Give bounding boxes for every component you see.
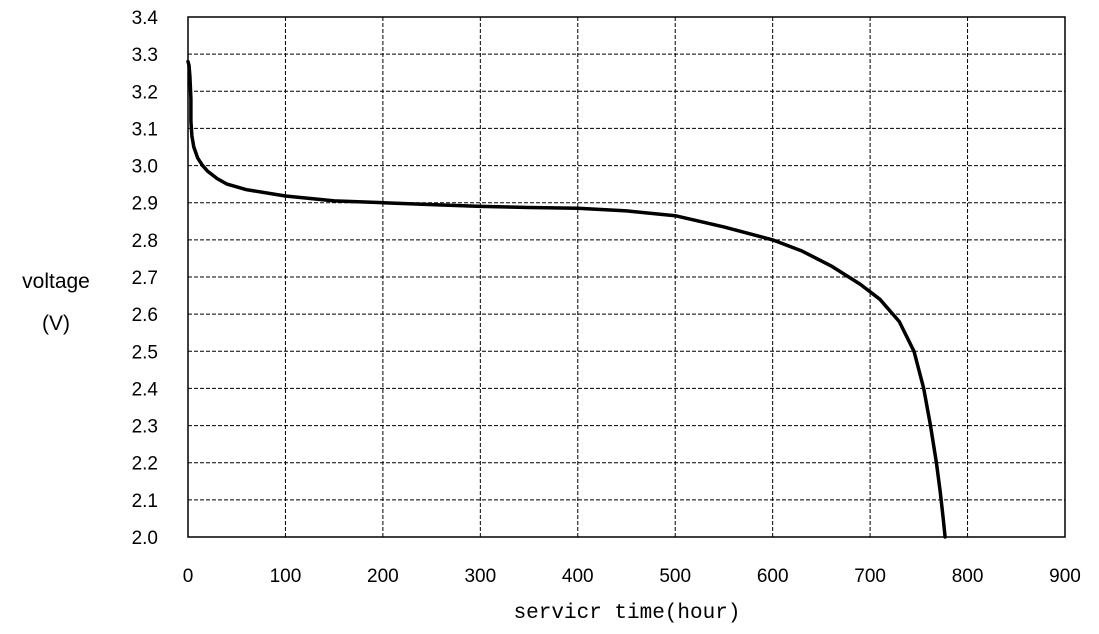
- y-tick-label: 2.5: [132, 342, 158, 363]
- x-tick-label: 800: [952, 566, 984, 587]
- y-tick-label: 3.1: [132, 119, 158, 140]
- y-tick-label: 2.9: [132, 194, 158, 215]
- x-tick-label: 200: [367, 566, 399, 587]
- x-tick-label: 900: [1049, 566, 1081, 587]
- y-tick-label: 2.4: [132, 379, 159, 400]
- grid-lines: [188, 17, 1065, 537]
- x-tick-labels: 0 100 200 300 400 500 600 700 800 900: [183, 566, 1081, 587]
- series-line: [186, 59, 947, 539]
- y-tick-label: 2.6: [132, 305, 158, 326]
- x-tick-label: 100: [270, 566, 302, 587]
- x-axis-label: servicr time(hour): [514, 602, 741, 625]
- y-tick-label: 2.3: [132, 417, 158, 438]
- y-tick-label: 3.3: [132, 45, 158, 66]
- y-tick-label: 3.0: [132, 157, 158, 178]
- y-tick-label: 3.4: [132, 8, 159, 29]
- x-tick-label: 600: [757, 566, 789, 587]
- y-tick-labels: 2.0 2.1 2.2 2.3 2.4 2.5 2.6 2.7 2.8 2.9 3.0 3.1 3.2 3…: [132, 8, 159, 549]
- y-axis-label-line2: (V): [42, 312, 70, 335]
- y-tick-label: 2.2: [132, 454, 158, 475]
- x-tick-label: 500: [659, 566, 691, 587]
- x-tick-label: 300: [464, 566, 496, 587]
- y-tick-label: 2.7: [132, 268, 158, 289]
- y-tick-label: 2.1: [132, 491, 158, 512]
- plot-frame: [187, 16, 1066, 538]
- x-tick-label: 400: [562, 566, 594, 587]
- x-tick-label: 700: [854, 566, 886, 587]
- y-axis-label-line1: voltage: [22, 270, 90, 293]
- y-tick-label: 2.8: [132, 231, 158, 252]
- y-tick-label: 3.2: [132, 82, 158, 103]
- x-tick-label: 0: [183, 566, 194, 587]
- y-tick-label: 2.0: [132, 528, 158, 549]
